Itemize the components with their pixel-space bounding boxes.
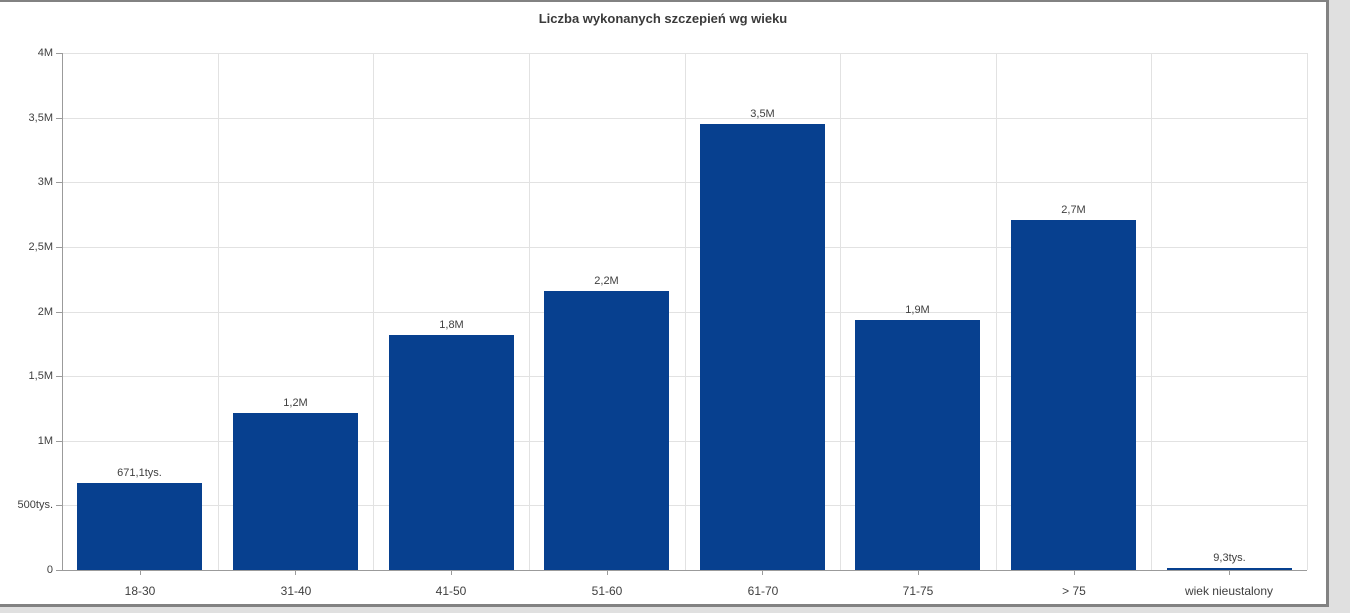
y-axis-tick-label: 1M [37, 435, 53, 447]
y-axis-tick [56, 312, 62, 313]
bar-41-50[interactable] [389, 335, 514, 570]
y-axis-tick [56, 118, 62, 119]
gridline-vertical [1307, 53, 1308, 570]
bar-value-label: 1,9M [905, 304, 930, 316]
y-axis-tick [56, 53, 62, 54]
bar-value-label: 2,2M [594, 275, 619, 287]
gridline-vertical [529, 53, 530, 570]
x-axis-tick [607, 570, 608, 575]
y-axis-tick [56, 441, 62, 442]
y-axis-tick-label: 4M [37, 47, 53, 59]
gridline-vertical [685, 53, 686, 570]
x-axis-tick [451, 570, 452, 575]
bar-71-75[interactable] [855, 319, 980, 570]
bar-value-label: 2,7M [1061, 204, 1086, 216]
gridline-horizontal [62, 505, 1307, 506]
y-axis-tick [56, 505, 62, 506]
x-axis-category-label: 61-70 [747, 584, 779, 598]
x-axis-tick [918, 570, 919, 575]
x-axis-category-label: 18-30 [124, 584, 156, 598]
chart-title: Liczba wykonanych szczepień wg wieku [538, 11, 788, 26]
bar-value-label: 3,5M [750, 108, 775, 120]
x-axis-tick [295, 570, 296, 575]
x-axis-category-label: > 75 [1062, 584, 1086, 598]
bar-wiek nieustalony[interactable] [1167, 567, 1292, 570]
bar-value-label: 1,8M [439, 319, 464, 331]
y-axis-tick-label: 500tys. [17, 499, 53, 511]
gridline-horizontal [62, 53, 1307, 54]
gridline-vertical [218, 53, 219, 570]
y-axis-tick-label: 3M [37, 176, 53, 188]
bar-51-60[interactable] [544, 291, 669, 570]
bar-18-30[interactable] [77, 483, 202, 570]
bar-31-40[interactable] [233, 412, 358, 570]
gridline-horizontal [62, 118, 1307, 119]
bar-value-label: 671,1tys. [117, 467, 162, 479]
y-axis-line [62, 53, 63, 570]
right-gutter [1329, 0, 1350, 613]
bar-> 75[interactable] [1011, 219, 1136, 570]
x-axis-category-label: 51-60 [591, 584, 623, 598]
y-axis-tick [56, 182, 62, 183]
gridline-horizontal [62, 182, 1307, 183]
y-axis-tick-label: 3,5M [28, 112, 53, 124]
y-axis-tick [56, 376, 62, 377]
bar-value-label: 1,2M [283, 397, 308, 409]
x-axis-tick [1229, 570, 1230, 575]
y-axis-tick [56, 570, 62, 571]
bar-61-70[interactable] [700, 124, 825, 570]
y-axis-tick [56, 247, 62, 248]
y-axis-tick-label: 0 [46, 564, 53, 576]
x-axis-category-label: 41-50 [435, 584, 467, 598]
gridline-horizontal [62, 312, 1307, 313]
gridline-vertical [373, 53, 374, 570]
y-axis-tick-label: 2,5M [28, 241, 53, 253]
x-axis-category-label: 31-40 [280, 584, 312, 598]
x-axis-line [56, 570, 1307, 571]
x-axis-tick [1074, 570, 1075, 575]
bar-value-label: 9,3tys. [1213, 552, 1246, 564]
gridline-horizontal [62, 247, 1307, 248]
y-axis-tick-label: 1,5M [28, 370, 53, 382]
x-axis-category-label: wiek nieustalony [1184, 584, 1274, 598]
x-axis-tick [762, 570, 763, 575]
plot-area: 0 500tys. 1M 1,5M 2M 2,5M 3M 3,5M 4M 671,1tys. 18-… [0, 2, 1326, 606]
chart-window: Liczba wykonanych szczepień wg wieku 0 50… [0, 0, 1329, 607]
x-axis-tick [140, 570, 141, 575]
gridline-vertical [1151, 53, 1152, 570]
gridline-horizontal [62, 376, 1307, 377]
gridline-horizontal [62, 441, 1307, 442]
bottom-gutter [0, 607, 1329, 613]
x-axis-category-label: 71-75 [902, 584, 934, 598]
gridline-vertical [996, 53, 997, 570]
gridline-vertical [840, 53, 841, 570]
y-axis-tick-label: 2M [37, 306, 53, 318]
